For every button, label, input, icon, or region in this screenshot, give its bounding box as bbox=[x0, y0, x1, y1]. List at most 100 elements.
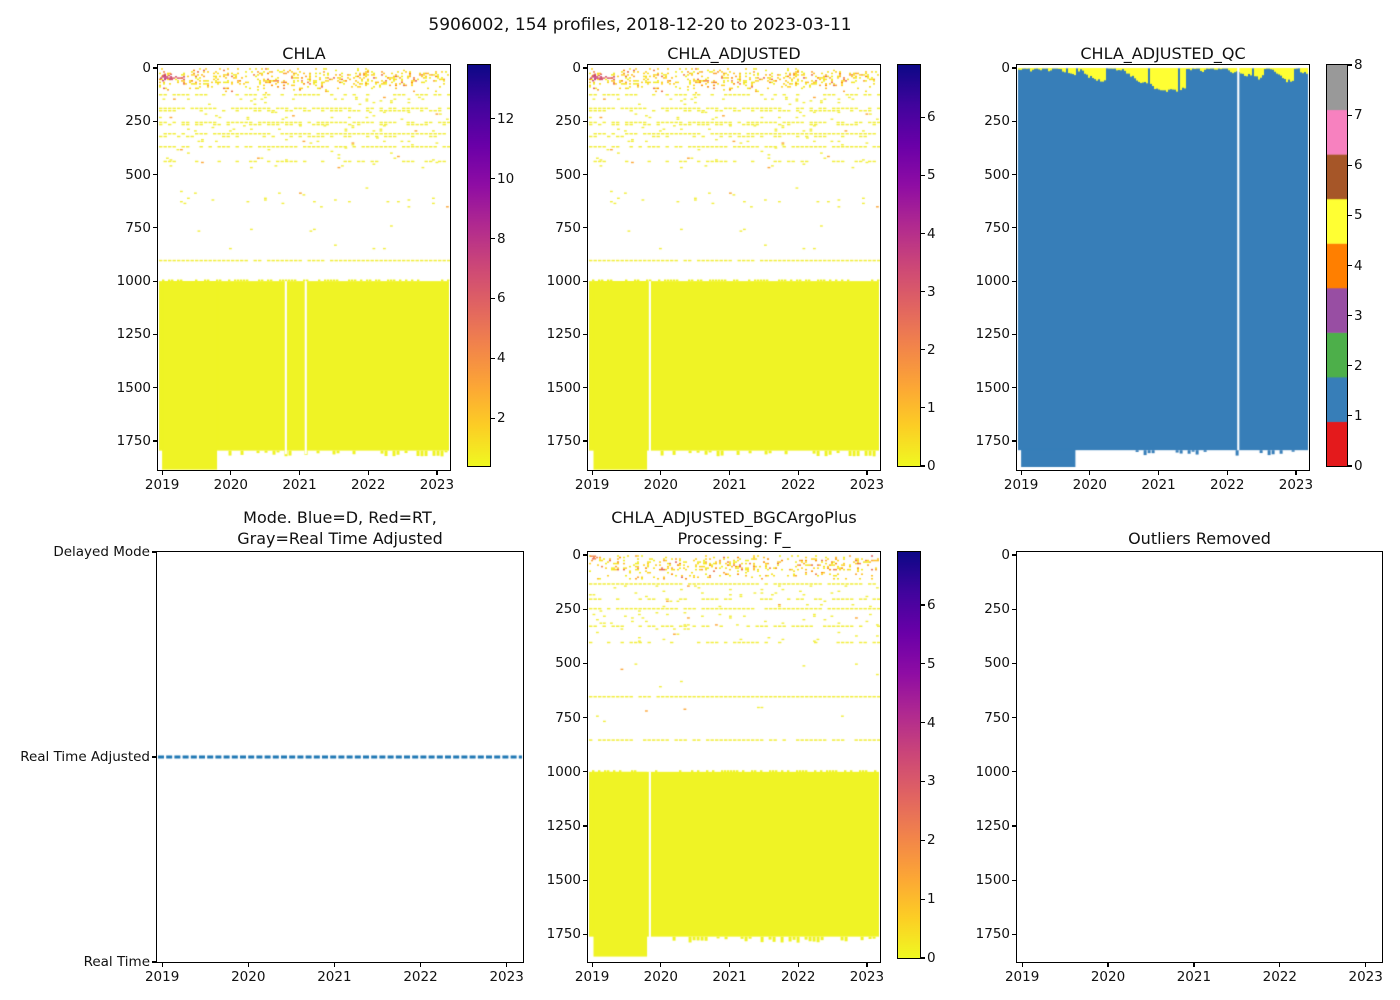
colorbar-tick-mark bbox=[921, 465, 925, 467]
y-tick-label: 500 bbox=[125, 166, 151, 183]
colorbar-chla-adjusted-qc bbox=[1326, 64, 1348, 467]
colorbar-tick-label: 12 bbox=[497, 110, 515, 127]
x-tick-mark bbox=[1193, 963, 1195, 967]
subplot-title-mode-line2: Gray=Real Time Adjusted bbox=[237, 529, 443, 548]
colorbar-tick-label: 1 bbox=[1354, 407, 1363, 424]
colorbar-tick-label: 3 bbox=[927, 773, 936, 790]
colorbar-gradient-chla_adjusted_qc bbox=[1327, 65, 1347, 466]
plot-area-outliers bbox=[1016, 551, 1383, 963]
y-tick-mark bbox=[1012, 333, 1016, 336]
y-tick-label: 250 bbox=[984, 113, 1010, 130]
x-tick-label: 2022 bbox=[351, 477, 386, 493]
subplot-title-chla-adjusted-qc: CHLA_ADJUSTED_QC bbox=[1080, 44, 1246, 63]
y-tick-label: 1000 bbox=[116, 273, 151, 290]
y-tick-label: 1000 bbox=[975, 763, 1010, 780]
x-tick-label: 2020 bbox=[231, 969, 266, 985]
y-tick-label: 1000 bbox=[975, 273, 1010, 290]
x-tick-mark bbox=[1226, 471, 1228, 475]
subplot-title-bgc-line1: CHLA_ADJUSTED_BGCArgoPlus bbox=[611, 508, 857, 527]
colorbar-bgc bbox=[897, 551, 921, 959]
colorbar-tick-label: 5 bbox=[927, 167, 936, 184]
y-tick-label: 1750 bbox=[975, 926, 1010, 943]
y-tick-mark bbox=[583, 717, 587, 719]
colorbar-tick-mark bbox=[1348, 164, 1352, 166]
y-tick-label: 1500 bbox=[975, 379, 1010, 396]
y-tick-label-mode: Delayed Mode bbox=[53, 544, 150, 560]
chla_adjusted-data-canvas bbox=[588, 65, 880, 470]
y-tick-label: 500 bbox=[555, 166, 581, 183]
y-tick-mark bbox=[153, 333, 157, 336]
x-tick-mark bbox=[247, 963, 249, 967]
y-tick-label: 1500 bbox=[116, 379, 151, 396]
x-tick-label: 2023 bbox=[489, 969, 524, 985]
x-tick-mark bbox=[161, 963, 163, 967]
x-tick-mark bbox=[506, 963, 508, 967]
x-tick-label: 2020 bbox=[643, 477, 678, 493]
x-tick-label: 2021 bbox=[712, 969, 747, 985]
y-tick-label: 750 bbox=[555, 709, 581, 726]
x-tick-label: 2020 bbox=[643, 969, 678, 985]
colorbar-tick-mark bbox=[491, 178, 495, 180]
y-tick-mark bbox=[1012, 67, 1016, 69]
colorbar-tick-mark bbox=[1348, 214, 1352, 216]
colorbar-tick-label: 4 bbox=[927, 714, 936, 731]
y-tick-mark bbox=[1012, 608, 1016, 610]
y-tick-label: 250 bbox=[555, 601, 581, 618]
y-tick-mark bbox=[1012, 771, 1016, 773]
colorbar-tick-mark bbox=[921, 604, 925, 606]
x-tick-mark bbox=[866, 963, 868, 967]
y-tick-mark bbox=[152, 551, 156, 553]
plot-area-bgc bbox=[587, 551, 881, 963]
x-tick-mark bbox=[591, 471, 593, 475]
chla_adjusted_qc-data-canvas bbox=[1017, 65, 1309, 470]
colorbar-chla-adjusted bbox=[897, 64, 921, 467]
colorbar-tick-label: 3 bbox=[1354, 307, 1363, 324]
x-tick-label: 2019 bbox=[1004, 969, 1040, 985]
y-tick-mark bbox=[583, 608, 587, 610]
subplot-title-mode-line1: Mode. Blue=D, Red=RT, bbox=[243, 508, 437, 527]
y-tick-mark bbox=[583, 825, 587, 827]
y-tick-label: 1750 bbox=[116, 433, 151, 449]
colorbar-tick-mark bbox=[491, 417, 495, 419]
colorbar-tick-label: 2 bbox=[1354, 357, 1363, 374]
colorbar-tick-mark bbox=[1348, 465, 1352, 467]
x-tick-label: 2022 bbox=[1210, 477, 1245, 493]
y-tick-mark bbox=[1012, 933, 1016, 936]
plot-area-chla bbox=[157, 64, 451, 471]
y-tick-label-mode: Real Time Adjusted bbox=[20, 749, 150, 765]
colorbar-tick-label: 4 bbox=[927, 225, 936, 242]
y-tick-mark bbox=[152, 961, 156, 963]
y-tick-label: 1750 bbox=[975, 433, 1010, 449]
x-tick-label: 2019 bbox=[1003, 477, 1039, 493]
colorbar-tick-label: 6 bbox=[1354, 157, 1363, 174]
colorbar-tick-label: 5 bbox=[1354, 207, 1363, 224]
x-tick-label: 2021 bbox=[1176, 969, 1212, 985]
x-tick-label: 2023 bbox=[849, 969, 885, 985]
colorbar-tick-label: 4 bbox=[1354, 257, 1363, 274]
colorbar-tick-mark bbox=[921, 957, 925, 959]
y-tick-mark bbox=[152, 756, 156, 758]
colorbar-tick-mark bbox=[921, 839, 925, 841]
y-tick-mark bbox=[583, 227, 587, 229]
y-tick-mark bbox=[583, 440, 587, 442]
y-tick-label: 1750 bbox=[546, 926, 581, 943]
x-tick-label: 2022 bbox=[1262, 969, 1297, 985]
chla-data-canvas bbox=[158, 65, 450, 470]
x-tick-label: 2023 bbox=[849, 477, 885, 493]
y-tick-mark bbox=[583, 333, 587, 336]
y-tick-label: 500 bbox=[984, 166, 1010, 183]
x-tick-label: 2020 bbox=[1090, 969, 1126, 985]
y-tick-mark bbox=[153, 227, 157, 229]
x-tick-mark bbox=[660, 963, 662, 967]
colorbar-tick-mark bbox=[921, 174, 925, 176]
x-tick-mark bbox=[728, 963, 731, 967]
subplot-title-outliers: Outliers Removed bbox=[1128, 529, 1271, 548]
colorbar-tick-mark bbox=[491, 357, 495, 359]
colorbar-tick-mark bbox=[921, 232, 925, 235]
y-tick-label: 750 bbox=[984, 709, 1010, 726]
x-tick-label: 2022 bbox=[781, 477, 816, 493]
x-tick-mark bbox=[1107, 963, 1109, 967]
colorbar-chla bbox=[467, 64, 491, 467]
plot-area-chla-adjusted-qc bbox=[1016, 64, 1310, 471]
y-tick-mark bbox=[1012, 173, 1016, 176]
